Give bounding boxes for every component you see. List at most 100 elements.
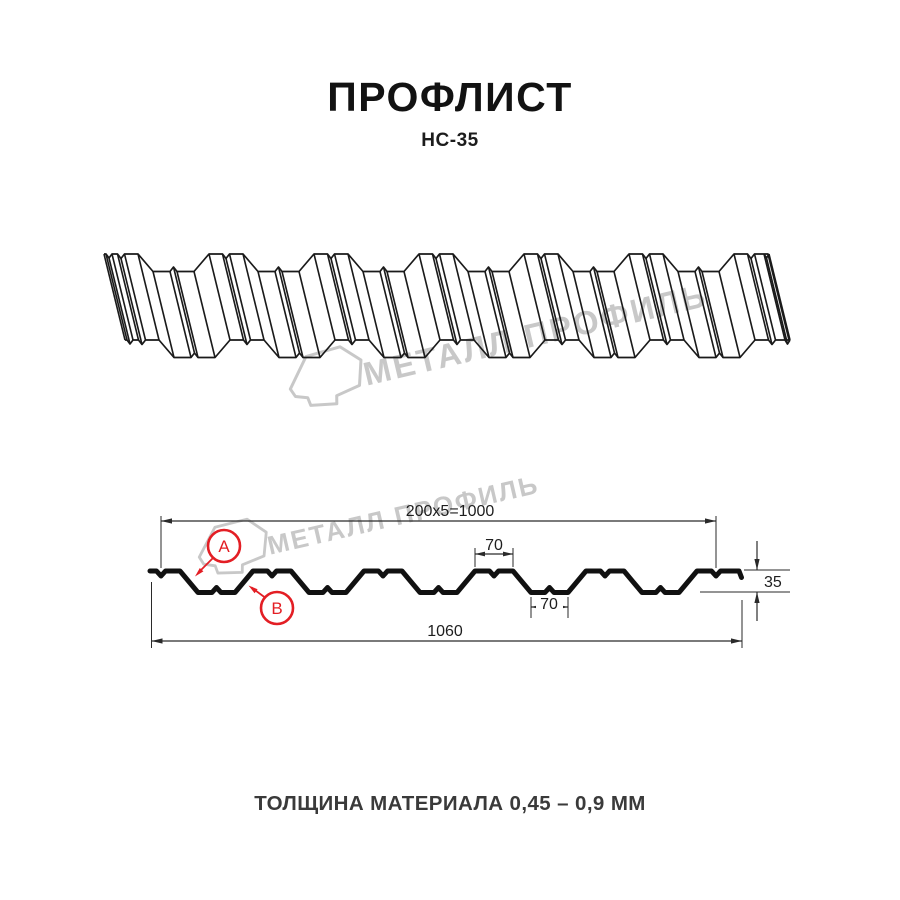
sheet-length-edge bbox=[362, 271, 385, 358]
sheet-length-edge bbox=[491, 271, 514, 358]
sheet-length-edge bbox=[172, 266, 196, 354]
sheet-length-edge bbox=[123, 253, 147, 341]
sheet-length-edge bbox=[225, 258, 248, 345]
arrowhead bbox=[731, 638, 742, 644]
sheet-length-edge bbox=[330, 258, 353, 345]
sheet-length-edge bbox=[137, 253, 160, 341]
sheet-length-edge bbox=[103, 253, 126, 341]
sheet-length-edge bbox=[641, 253, 665, 341]
material-thickness-note: ТОЛЩИНА МАТЕРИАЛА 0,45 – 0,9 ММ bbox=[254, 792, 646, 815]
sheet-length-edge bbox=[467, 271, 490, 358]
sheet-length-edge bbox=[438, 253, 462, 341]
sheet-length-edge bbox=[257, 271, 280, 358]
sheet-length-edge bbox=[508, 271, 531, 358]
sheet-length-edge bbox=[108, 257, 131, 345]
sheet-length-edge bbox=[523, 253, 546, 341]
sheet-length-edge bbox=[221, 253, 245, 341]
cross-section-outline bbox=[147, 568, 744, 595]
face-label-a: A bbox=[218, 537, 230, 556]
arrowhead bbox=[161, 518, 172, 524]
sheet-length-edge bbox=[169, 271, 192, 358]
sheet-length-edge bbox=[540, 258, 563, 345]
sheet-length-edge bbox=[694, 271, 717, 358]
sheet-length-edge bbox=[592, 266, 616, 354]
face-annotations bbox=[195, 528, 295, 626]
sheet-length-edge bbox=[105, 253, 128, 341]
sheet-near-edge bbox=[125, 339, 791, 359]
sheet-length-edge bbox=[382, 266, 406, 354]
sheet-length-edge bbox=[487, 266, 511, 354]
sheet-length-edge bbox=[662, 253, 685, 341]
arrowhead bbox=[151, 638, 163, 644]
sheet-length-edge bbox=[750, 258, 773, 345]
sheet-length-edge bbox=[347, 253, 370, 341]
sheet-length-edge bbox=[326, 253, 350, 341]
sheet-length-edge bbox=[746, 253, 770, 341]
profile-3d-view bbox=[103, 253, 791, 359]
page-title: ПРОФЛИСТ bbox=[327, 74, 573, 120]
sheet-length-edge bbox=[403, 271, 426, 358]
sheet-length-edge bbox=[767, 253, 790, 341]
logo-outline bbox=[197, 517, 268, 575]
sheet-length-edge bbox=[111, 253, 134, 341]
face-b-badge bbox=[259, 590, 295, 626]
arrowhead bbox=[705, 518, 716, 524]
sheet-length-edge bbox=[228, 253, 252, 341]
sheet-length-edge bbox=[753, 253, 777, 341]
sheet-length-edge bbox=[176, 271, 199, 358]
sheet-length-edge bbox=[768, 253, 791, 341]
sheet-length-edge bbox=[242, 253, 265, 341]
sheet-length-edge bbox=[763, 253, 786, 341]
profile-code: НС-35 bbox=[421, 130, 479, 151]
arrowhead bbox=[248, 585, 258, 594]
sheet-length-edge bbox=[277, 266, 301, 354]
dim-label-height: 35 bbox=[764, 574, 782, 591]
sheet-length-edge bbox=[765, 257, 789, 345]
sheet-length-edge bbox=[645, 258, 668, 345]
label-backing bbox=[536, 595, 563, 611]
sheet-length-edge bbox=[193, 271, 216, 358]
sheet-length-edge bbox=[313, 253, 336, 341]
sheet-length-edge bbox=[379, 271, 402, 358]
sheet-length-edge bbox=[274, 271, 297, 358]
sheet-length-edge bbox=[543, 253, 567, 341]
sheet-length-edge bbox=[557, 253, 580, 341]
sheet-length-edge bbox=[116, 253, 140, 341]
dim-label-module: 200x5=1000 bbox=[406, 503, 495, 520]
sheet-length-edge bbox=[435, 258, 458, 345]
sheet-length-edge bbox=[298, 271, 321, 358]
sheet-length-edge bbox=[596, 271, 619, 358]
sheet-length-edge bbox=[701, 271, 724, 358]
sheet-length-edge bbox=[628, 253, 651, 341]
sheet-length-edge bbox=[452, 253, 475, 341]
sheet-length-edge bbox=[677, 271, 700, 358]
sheet-length-edge bbox=[152, 271, 175, 358]
face-a-badge bbox=[206, 528, 242, 564]
arrowhead bbox=[754, 559, 760, 570]
sheet-length-edge bbox=[208, 253, 231, 341]
sheet-length-edge bbox=[281, 271, 304, 358]
arrowhead bbox=[195, 567, 204, 577]
sheet-length-edge bbox=[733, 253, 756, 341]
logo-outline bbox=[288, 345, 363, 407]
sheet-length-edge bbox=[120, 258, 143, 345]
dimension-lines bbox=[151, 516, 790, 648]
metall-profil-logo-icon bbox=[197, 517, 268, 575]
sheet-length-edge bbox=[536, 253, 560, 341]
dim-label-overall-width: 1060 bbox=[427, 623, 463, 640]
dim-label-valley-width: 70 bbox=[540, 596, 558, 613]
sheet-length-edge bbox=[418, 253, 441, 341]
arrowhead bbox=[475, 551, 485, 557]
sheet-length-edge bbox=[386, 271, 409, 358]
metall-profil-logo-icon bbox=[288, 345, 363, 407]
profile-cross-section bbox=[147, 568, 744, 595]
face-label-b: B bbox=[271, 599, 282, 618]
arrowhead bbox=[503, 551, 513, 557]
sheet-length-edge bbox=[613, 271, 636, 358]
sheet-length-edge bbox=[333, 253, 357, 341]
sheet-length-edge bbox=[697, 266, 721, 354]
sheet-length-edge bbox=[572, 271, 595, 358]
dim-label-crest-width: 70 bbox=[485, 537, 503, 554]
